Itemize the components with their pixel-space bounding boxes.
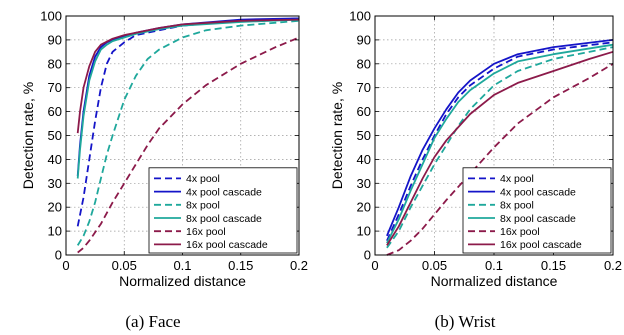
legend-entry: 8x pool	[500, 200, 534, 212]
x-tick-label: 0.2	[604, 258, 622, 273]
y-tick-label: 0	[364, 248, 371, 263]
series-line-8x-pool-cascade	[386, 43, 614, 244]
y-tick-label: 60	[357, 104, 371, 119]
tick-labels: 0 0.05 0.1 0.15 0.2 0 10 20 30 40 50 60 70 80 90 100	[349, 9, 622, 274]
y-tick-label: 60	[48, 104, 62, 119]
y-tick-label: 20	[357, 200, 371, 215]
y-tick-label: 90	[48, 32, 62, 47]
y-tick-label: 70	[357, 80, 371, 95]
tick-labels: 0 0.05 0.1 0.15 0.2 0 10 20 30 40 50 60 70 80 90 100	[40, 9, 308, 274]
series-line-16x-pool	[77, 36, 300, 254]
x-tick-label: 0.2	[290, 258, 308, 273]
y-tick-label: 70	[48, 80, 62, 95]
chart-wrist: 0 0.05 0.1 0.15 0.2 0 10 20 30 40 50 60 70 80 90 100 Nor…	[329, 9, 622, 332]
y-axis-label: Detection rate, %	[329, 82, 345, 189]
legend-entry: 16x pool cascade	[500, 239, 582, 251]
y-tick-label: 10	[357, 224, 371, 239]
x-tick-label: 0	[371, 258, 378, 273]
y-tick-label: 40	[48, 152, 62, 167]
legend-box	[148, 167, 298, 254]
y-tick-label: 90	[357, 32, 371, 47]
legend-entry: 8x pool cascade	[186, 213, 262, 225]
x-tick-label: 0.15	[228, 258, 253, 273]
series-lines	[386, 39, 614, 256]
y-tick-label: 20	[48, 200, 62, 215]
series-lines	[76, 17, 300, 254]
y-tick-label: 10	[48, 224, 62, 239]
series-line-4x-pool-cascade	[386, 39, 614, 237]
figure-caption: (b) Wrist	[435, 312, 496, 331]
x-axis-label: Normalized distance	[431, 273, 558, 289]
legend-entry: 8x pool cascade	[500, 213, 576, 225]
x-tick-label: 0.05	[112, 258, 137, 273]
x-tick-label: 0.05	[422, 258, 447, 273]
x-tick-label: 0	[62, 258, 69, 273]
y-tick-label: 100	[349, 9, 371, 24]
y-tick-label: 80	[357, 56, 371, 71]
figure-caption: (a) Face	[125, 312, 180, 331]
series-line-16x-pool	[386, 63, 614, 256]
x-axis-label: Normalized distance	[119, 273, 246, 289]
y-tick-label: 0	[55, 248, 62, 263]
chart-face: 0 0.05 0.1 0.15 0.2 0 10 20 30 40 50 60 70 80 90 100 Nor…	[20, 9, 308, 332]
legend-entry: 4x pool cascade	[186, 186, 262, 198]
y-tick-label: 30	[357, 176, 371, 191]
y-tick-label: 80	[48, 56, 62, 71]
y-tick-label: 30	[48, 176, 62, 191]
series-line-16x-pool-cascade	[386, 50, 614, 246]
y-axis-label: Detection rate, %	[20, 82, 36, 189]
series-line-8x-pool-cascade	[76, 18, 300, 179]
legend-entry: 4x pool	[500, 173, 534, 185]
y-tick-label: 40	[357, 152, 371, 167]
legend-entry: 4x pool cascade	[500, 186, 576, 198]
x-tick-label: 0.1	[485, 258, 503, 273]
legend-entry: 16x pool	[500, 226, 540, 238]
legend-entry: 16x pool	[186, 226, 226, 238]
x-tick-label: 0.15	[541, 258, 566, 273]
series-line-8x-pool	[76, 19, 300, 246]
legend-entry: 4x pool	[186, 173, 220, 185]
legend-entry: 8x pool	[186, 200, 220, 212]
series-line-16x-pool-cascade	[76, 18, 300, 134]
x-tick-label: 0.1	[173, 258, 191, 273]
legend-box	[462, 167, 612, 254]
y-tick-label: 100	[40, 9, 62, 24]
y-tick-label: 50	[48, 128, 62, 143]
y-tick-label: 50	[357, 128, 371, 143]
legend-entry: 16x pool cascade	[186, 239, 268, 251]
